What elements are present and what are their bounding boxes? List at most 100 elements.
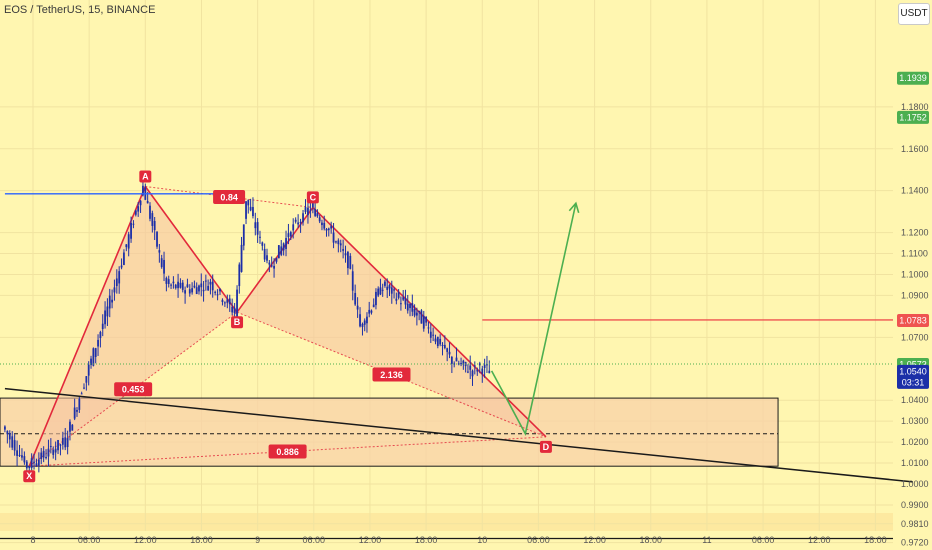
candle-body xyxy=(486,364,488,366)
candle-body xyxy=(327,228,330,231)
candle-body xyxy=(432,334,435,336)
price-tick: 1.1100 xyxy=(901,249,928,259)
candle-body xyxy=(78,398,81,410)
ratio-label: 0.84 xyxy=(220,192,238,202)
candle-body xyxy=(209,281,212,285)
candle-body xyxy=(45,456,47,459)
time-tick: 18:00 xyxy=(639,535,662,545)
candle-body xyxy=(418,310,421,312)
price-tick: 1.0900 xyxy=(901,290,929,300)
candle-body xyxy=(325,228,328,231)
candle-body xyxy=(66,438,69,448)
price-tick: 1.0100 xyxy=(901,458,929,468)
price-tag-value: 1.0573 xyxy=(899,359,927,369)
candle-body xyxy=(294,219,297,222)
ratio-label: 0.453 xyxy=(122,385,145,395)
candle-body xyxy=(275,257,278,262)
pattern-triangle-bcd xyxy=(237,207,546,437)
chart-title: EOS / TetherUS, 15, BINANCE xyxy=(4,4,156,16)
candle-body xyxy=(347,251,349,269)
candle-body xyxy=(242,224,245,246)
candle-body xyxy=(18,454,21,456)
time-tick: 18:00 xyxy=(415,535,438,545)
candle-body xyxy=(476,369,479,372)
candle-body xyxy=(57,440,59,451)
candle-body xyxy=(193,285,196,288)
candle-body xyxy=(132,223,135,225)
candle-body xyxy=(127,234,130,249)
price-axis[interactable]: 1.1800 1.1600 1.1400 1.1200 1.1100 1.1000 1.09… xyxy=(901,102,929,548)
candle-body xyxy=(49,445,52,447)
candle-body xyxy=(163,259,165,274)
time-tick: 11 xyxy=(702,535,711,545)
candle-body xyxy=(370,310,373,313)
candle-body xyxy=(202,289,205,292)
time-tick: 10 xyxy=(477,535,487,545)
candle-body xyxy=(195,287,198,295)
price-tick: 1.1800 xyxy=(901,102,929,112)
candle-body xyxy=(83,387,85,389)
candle-body xyxy=(384,281,386,286)
price-tag-bg xyxy=(897,110,929,124)
candle-body xyxy=(386,286,389,290)
candle-body xyxy=(316,213,319,217)
candle-body xyxy=(259,236,261,238)
price-tag-value: 1.1939 xyxy=(899,73,927,83)
candle-body xyxy=(113,287,116,293)
candle-body xyxy=(330,225,333,229)
candle-body xyxy=(104,310,106,325)
candle-body xyxy=(409,303,411,309)
candle-body xyxy=(111,299,113,303)
candle-body xyxy=(400,303,402,305)
candle-body xyxy=(13,440,16,451)
candle-body xyxy=(28,466,31,469)
candle-body xyxy=(165,277,168,284)
candle-body xyxy=(130,222,132,239)
candle-body xyxy=(415,312,418,316)
candle-body xyxy=(261,242,264,246)
time-tick: 06:00 xyxy=(303,535,326,545)
currency-button[interactable]: USDT xyxy=(898,3,930,25)
candle-body xyxy=(436,336,439,347)
candle-body xyxy=(54,448,57,453)
candle-body xyxy=(4,426,6,430)
time-tick: 8 xyxy=(30,535,35,545)
time-axis[interactable]: 8 06:00 12:00 18:00 9 06:00 12:00 18:00 10 06:00 1… xyxy=(30,535,886,545)
candle-body xyxy=(228,298,231,305)
candle-body xyxy=(425,317,428,323)
projection-arrowhead xyxy=(568,201,580,214)
candle-body xyxy=(160,258,163,268)
candle-body xyxy=(158,250,161,253)
candle-body xyxy=(238,264,241,287)
candle-body xyxy=(11,436,14,448)
candle-body xyxy=(453,363,456,365)
time-tick: 12:00 xyxy=(134,535,157,545)
time-tick: 12:00 xyxy=(808,535,831,545)
candle-body xyxy=(200,283,203,288)
candle-body xyxy=(471,370,474,377)
candle-body xyxy=(207,285,210,291)
ratio-label-bg xyxy=(114,382,153,397)
candle-body xyxy=(249,206,252,211)
candle-body xyxy=(97,339,99,347)
candle-body xyxy=(314,209,317,216)
candle-body xyxy=(252,207,254,217)
candle-body xyxy=(285,238,287,249)
candle-body xyxy=(30,458,33,468)
candle-body xyxy=(359,314,361,327)
candle-body xyxy=(282,243,285,251)
candle-body xyxy=(404,298,407,305)
candle-body xyxy=(478,363,481,366)
candle-body xyxy=(299,222,302,224)
candle-body xyxy=(388,285,391,289)
candle-body xyxy=(467,371,469,373)
candle-body xyxy=(297,222,300,225)
time-tick: 18:00 xyxy=(190,535,213,545)
candle-body xyxy=(181,282,184,290)
candle-body xyxy=(106,306,109,317)
candle-body xyxy=(146,201,149,204)
ratio-label-bg xyxy=(268,444,307,459)
candle-body xyxy=(191,288,194,293)
